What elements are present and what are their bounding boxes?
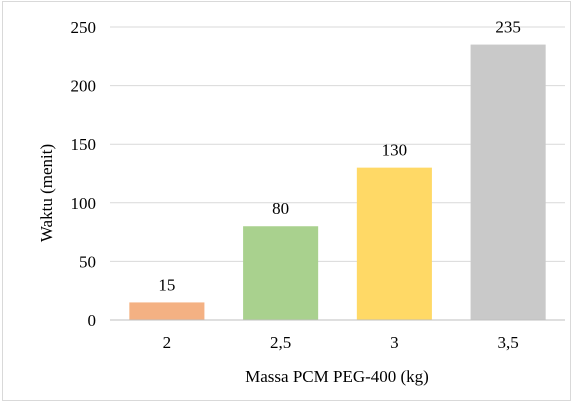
y-tick-label: 50 — [79, 252, 96, 271]
x-tick-label: 3,5 — [498, 333, 519, 352]
data-label: 15 — [158, 275, 175, 294]
x-axis-ticks: 2 2,5 3 3,5 — [163, 333, 519, 352]
y-axis-ticks: 0 50 100 150 200 250 — [71, 18, 97, 330]
bar — [243, 226, 319, 320]
bar — [470, 44, 546, 320]
bar — [356, 167, 432, 320]
y-axis-title: Waktu (menit) — [37, 144, 56, 242]
y-tick-label: 0 — [88, 311, 97, 330]
data-label: 235 — [495, 18, 521, 37]
y-tick-label: 100 — [71, 194, 97, 213]
y-tick-label: 200 — [71, 77, 97, 96]
data-label: 130 — [382, 141, 408, 160]
x-tick-label: 3 — [390, 333, 399, 352]
data-label: 80 — [272, 199, 289, 218]
y-tick-label: 150 — [71, 135, 97, 154]
x-axis-title: Massa PCM PEG-400 (kg) — [245, 367, 429, 386]
x-tick-label: 2,5 — [270, 333, 291, 352]
y-tick-label: 250 — [71, 18, 97, 37]
bar — [129, 302, 205, 320]
x-tick-label: 2 — [163, 333, 172, 352]
bars — [129, 44, 546, 320]
data-labels: 15 80 130 235 — [158, 18, 521, 295]
